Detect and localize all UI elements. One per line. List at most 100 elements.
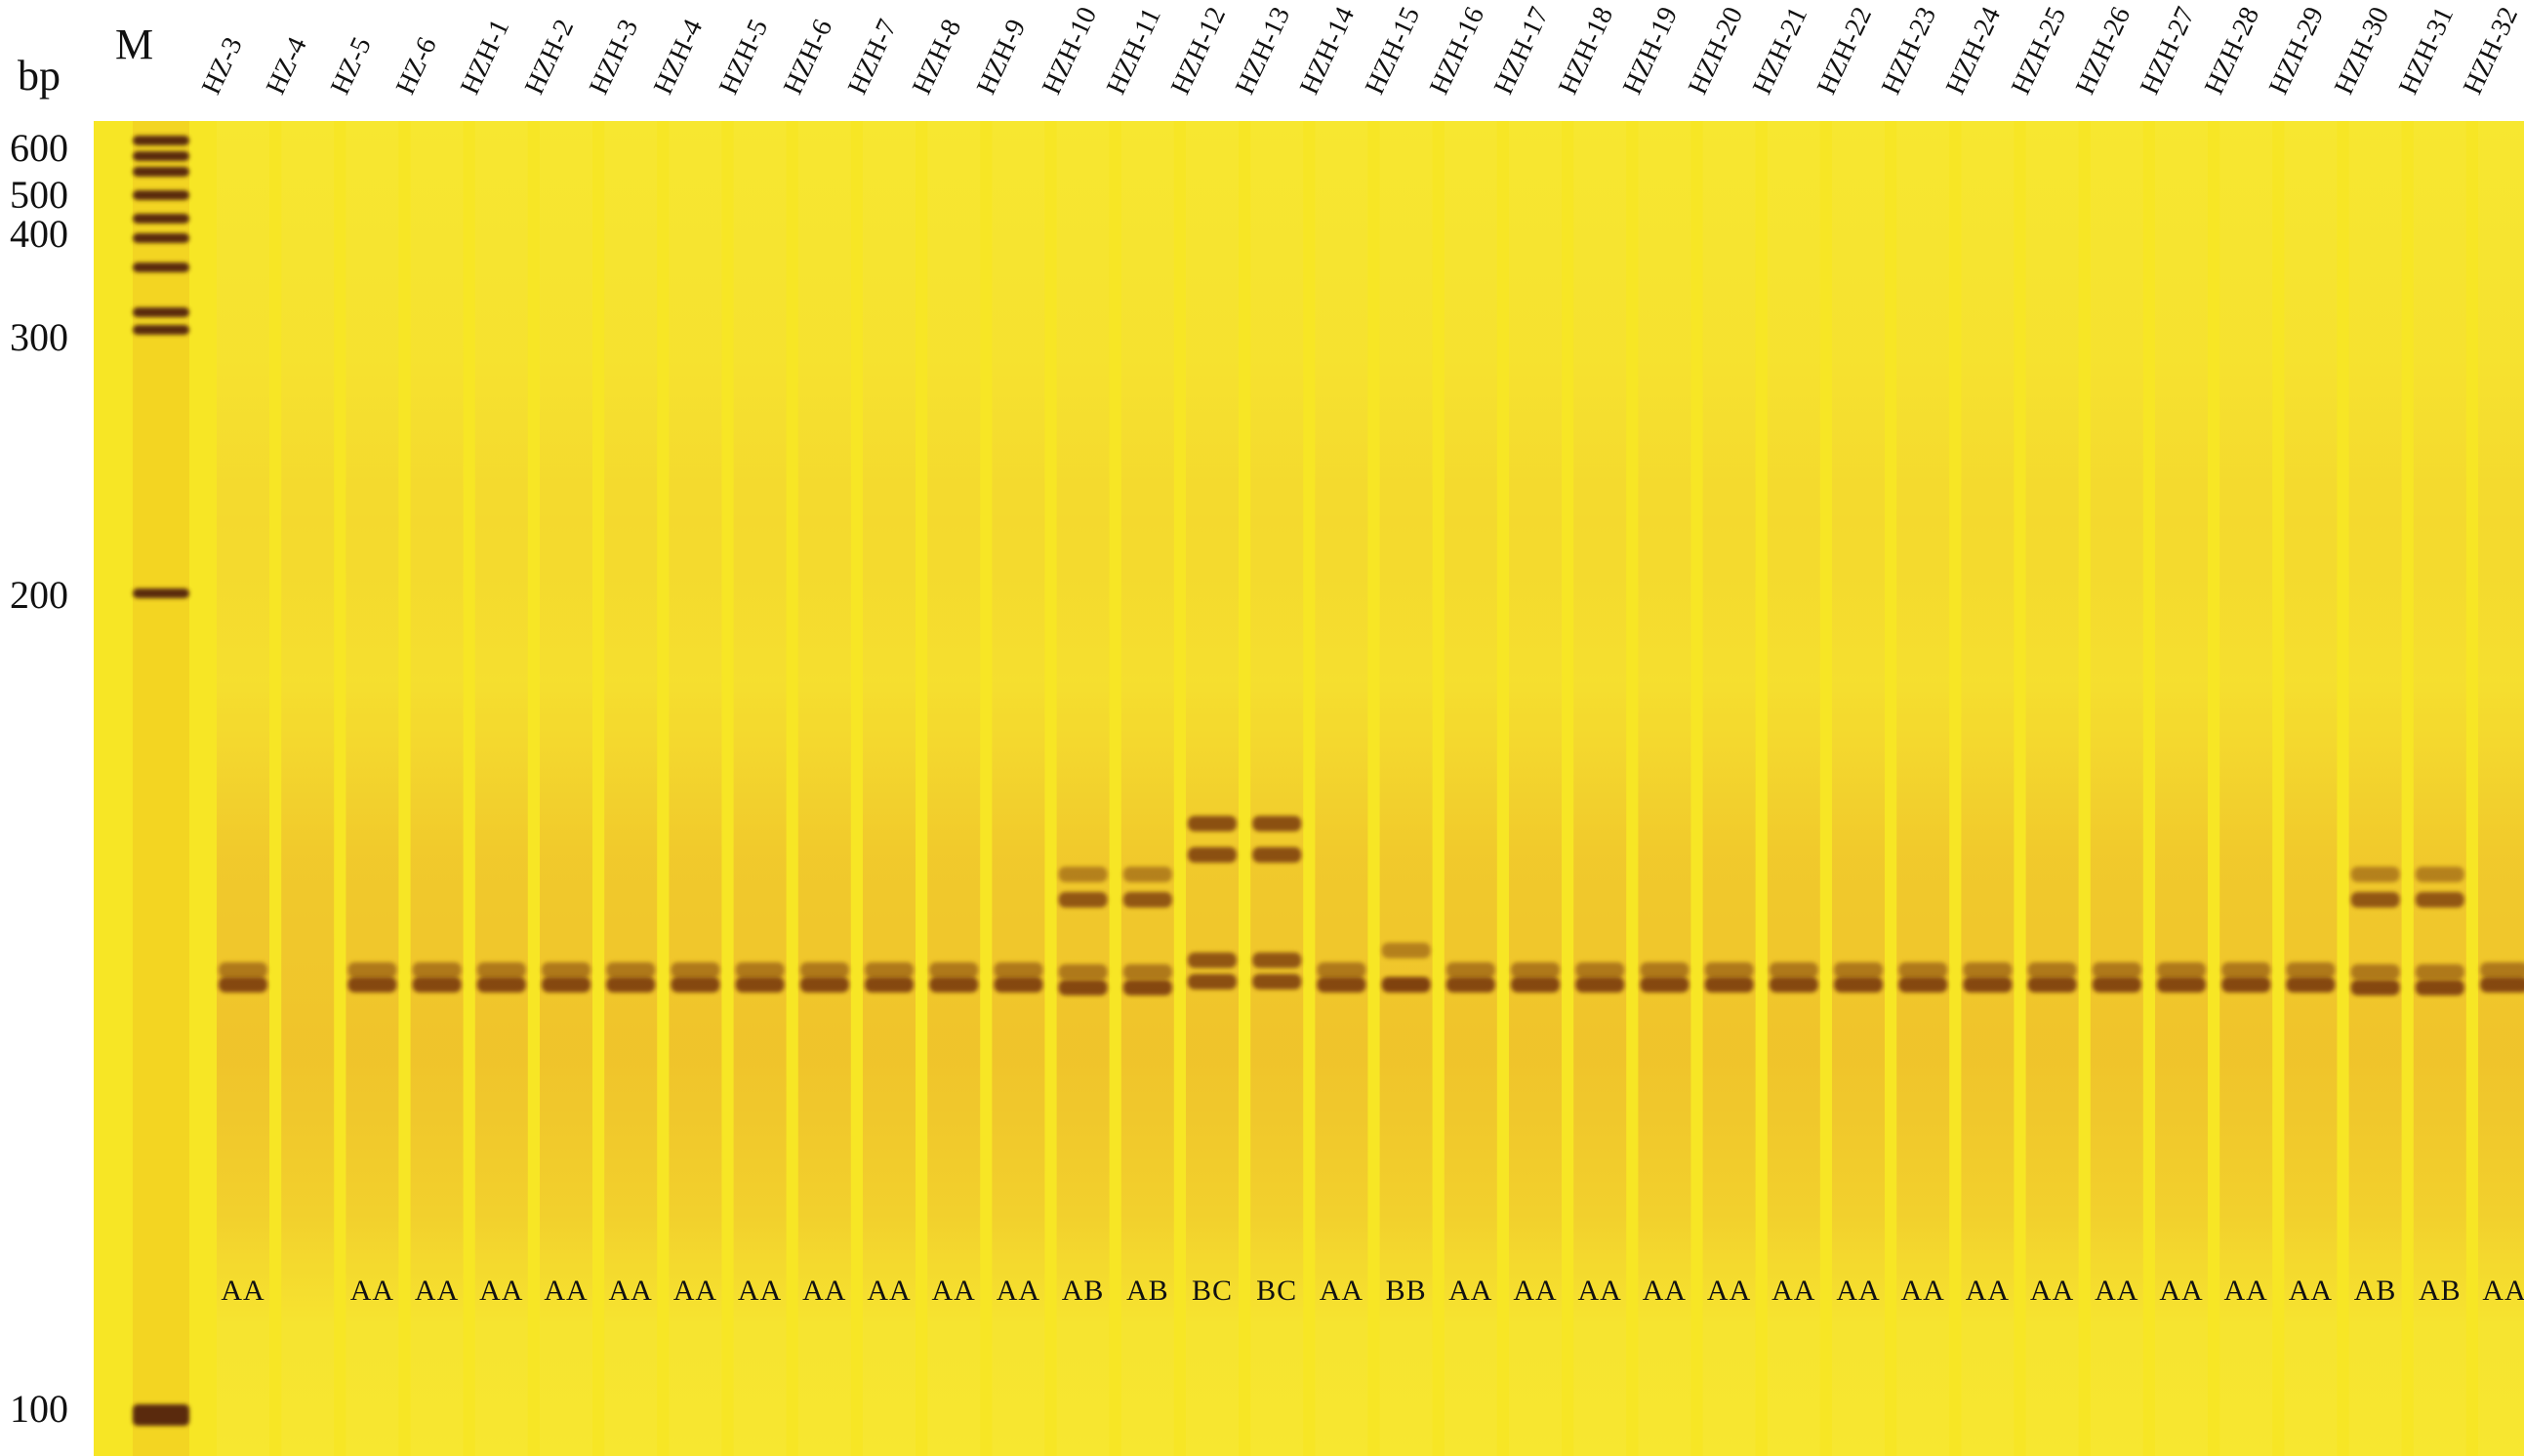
dna-band bbox=[1122, 964, 1172, 980]
lane-name: HZH-20 bbox=[1682, 2, 1749, 100]
lane-smear bbox=[217, 121, 269, 1456]
genotype-call: AB bbox=[2418, 1274, 2462, 1307]
lane-shade bbox=[410, 121, 464, 1456]
lane-smear bbox=[992, 121, 1045, 1456]
marker-band bbox=[133, 190, 189, 200]
dna-band bbox=[799, 962, 849, 978]
genotype-call: AA bbox=[931, 1274, 976, 1307]
gel-lane bbox=[281, 121, 335, 1456]
lane-name: HZH-11 bbox=[1100, 3, 1167, 100]
dna-band bbox=[735, 977, 785, 992]
dna-band bbox=[1252, 952, 1302, 968]
lane-name: HZH-7 bbox=[841, 15, 904, 100]
lane-shade bbox=[2284, 121, 2338, 1456]
gel-lane bbox=[1056, 121, 1110, 1456]
lane-smear bbox=[1250, 121, 1304, 1456]
gel-lane bbox=[1638, 121, 1691, 1456]
dna-band bbox=[2157, 977, 2206, 992]
lane-name: HZH-9 bbox=[971, 15, 1033, 100]
dna-band bbox=[1769, 962, 1818, 978]
lane-shade bbox=[1120, 121, 1174, 1456]
lane-smear bbox=[2348, 121, 2402, 1456]
lane-shade bbox=[474, 121, 528, 1456]
lane-shade bbox=[540, 121, 592, 1456]
dna-band bbox=[1640, 977, 1689, 992]
gel-lane bbox=[1702, 121, 1756, 1456]
lane-smear bbox=[1702, 121, 1756, 1456]
genotype-call: AA bbox=[2159, 1274, 2204, 1307]
dna-band bbox=[606, 977, 656, 992]
gel-lane bbox=[1444, 121, 1497, 1456]
genotype-call: AA bbox=[414, 1274, 460, 1307]
genotype-call: AA bbox=[2482, 1274, 2524, 1307]
gel-lane bbox=[604, 121, 658, 1456]
dna-band bbox=[1445, 962, 1495, 978]
lane-smear bbox=[1638, 121, 1691, 1456]
dna-band bbox=[799, 977, 849, 992]
lane-name: HZH-24 bbox=[1940, 2, 2008, 100]
gel-lane bbox=[2478, 121, 2524, 1456]
dna-band bbox=[1769, 977, 1818, 992]
dna-band bbox=[1058, 964, 1108, 980]
genotype-call: AA bbox=[802, 1274, 847, 1307]
lane-smear bbox=[2025, 121, 2079, 1456]
lane-name: HZH-6 bbox=[777, 15, 839, 100]
dna-band bbox=[2027, 977, 2077, 992]
lane-shade bbox=[1961, 121, 2015, 1456]
genotype-call: AA bbox=[1965, 1274, 2011, 1307]
lane-name: HZH-19 bbox=[1617, 2, 1685, 100]
dna-band bbox=[2480, 962, 2524, 978]
lane-name: HZH-22 bbox=[1811, 2, 1879, 100]
dna-band bbox=[1122, 892, 1172, 908]
dna-band bbox=[2350, 964, 2400, 980]
genotype-call: AA bbox=[2029, 1274, 2075, 1307]
dna-band bbox=[1058, 867, 1108, 882]
lane-shade bbox=[669, 121, 722, 1456]
genotype-call: AA bbox=[1642, 1274, 1688, 1307]
marker-lane bbox=[133, 121, 189, 1456]
dna-band bbox=[1898, 962, 1948, 978]
marker-band bbox=[133, 263, 189, 272]
lane-smear bbox=[1379, 121, 1433, 1456]
lane-name: HZH-16 bbox=[1423, 2, 1490, 100]
gel-lane bbox=[927, 121, 981, 1456]
genotype-call: AB bbox=[1061, 1274, 1105, 1307]
gel-lane bbox=[2025, 121, 2079, 1456]
dna-band bbox=[1058, 980, 1108, 995]
lane-smear bbox=[863, 121, 916, 1456]
gel-lane bbox=[474, 121, 528, 1456]
lane-name: HZH-27 bbox=[2134, 2, 2202, 100]
lane-shade bbox=[2413, 121, 2466, 1456]
gel-lane bbox=[797, 121, 851, 1456]
lane-smear bbox=[1509, 121, 1562, 1456]
genotype-call: AA bbox=[1771, 1274, 1816, 1307]
dna-band bbox=[994, 977, 1043, 992]
lane-smear bbox=[669, 121, 722, 1456]
gel-lane bbox=[346, 121, 399, 1456]
lane-smear bbox=[604, 121, 658, 1456]
lane-shade bbox=[2025, 121, 2079, 1456]
genotype-call: AA bbox=[1448, 1274, 1493, 1307]
genotype-call: AA bbox=[479, 1274, 524, 1307]
gel-lane bbox=[1250, 121, 1304, 1456]
dna-band bbox=[1252, 974, 1302, 990]
lane-name: HZH-8 bbox=[907, 15, 968, 100]
dna-band bbox=[2286, 977, 2336, 992]
lane-name: HZH-29 bbox=[2263, 2, 2331, 100]
dna-band bbox=[1511, 977, 1560, 992]
lane-name: HZH-13 bbox=[1230, 2, 1297, 100]
dna-band bbox=[2415, 964, 2464, 980]
dna-band bbox=[2415, 980, 2464, 995]
dna-band bbox=[219, 977, 267, 992]
dna-band bbox=[1898, 977, 1948, 992]
lane-shade bbox=[1896, 121, 1950, 1456]
dna-band bbox=[671, 962, 720, 978]
genotype-call: AA bbox=[1513, 1274, 1558, 1307]
lane-name: HZH-21 bbox=[1746, 2, 1813, 100]
gel-lane bbox=[217, 121, 269, 1456]
lane-smear bbox=[474, 121, 528, 1456]
gel-lane bbox=[2090, 121, 2143, 1456]
dna-band bbox=[1188, 847, 1237, 863]
lane-smear bbox=[2219, 121, 2273, 1456]
gel-lane bbox=[1120, 121, 1174, 1456]
